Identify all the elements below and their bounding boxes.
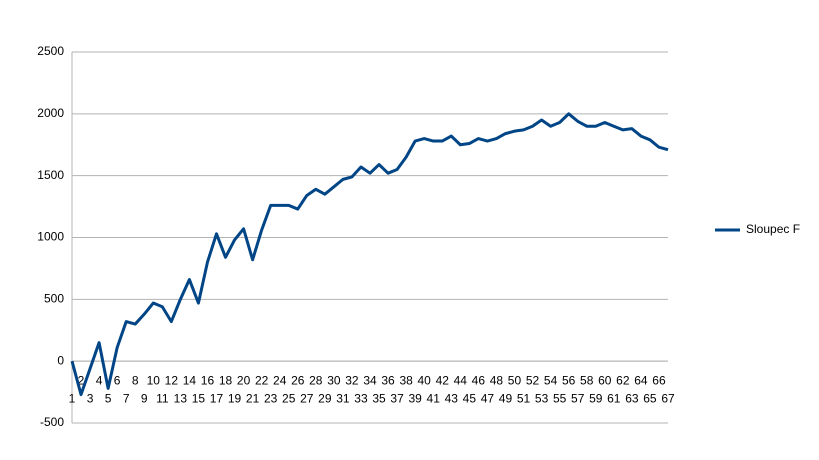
x-tick-label: 17 — [210, 391, 224, 405]
x-tick-label: 12 — [165, 373, 179, 387]
x-tick-label: 31 — [336, 391, 350, 405]
y-tick-label: 0 — [57, 353, 64, 367]
x-tick-label: 21 — [246, 391, 260, 405]
x-tick-label: 47 — [481, 391, 495, 405]
x-tick-label: 32 — [345, 373, 359, 387]
x-tick-label: 23 — [264, 391, 278, 405]
x-tick-label: 13 — [174, 391, 188, 405]
x-tick-label: 65 — [643, 391, 657, 405]
x-tick-label: 28 — [309, 373, 323, 387]
x-tick-label: 57 — [571, 391, 585, 405]
x-tick-label: 10 — [147, 373, 161, 387]
x-tick-label: 41 — [427, 391, 441, 405]
x-tick-label: 63 — [625, 391, 639, 405]
x-tick-label: 64 — [634, 373, 648, 387]
x-tick-label: 16 — [201, 373, 215, 387]
x-tick-label: 50 — [508, 373, 522, 387]
x-tick-label: 66 — [652, 373, 666, 387]
x-tick-label: 2 — [78, 373, 85, 387]
x-tick-label: 15 — [192, 391, 206, 405]
x-tick-label: 45 — [463, 391, 477, 405]
x-tick-label: 26 — [291, 373, 305, 387]
y-tick-label: 2000 — [37, 106, 64, 120]
x-tick-label: 19 — [228, 391, 242, 405]
x-tick-label: 22 — [255, 373, 269, 387]
x-tick-label: 49 — [499, 391, 513, 405]
x-tick-label: 52 — [526, 373, 540, 387]
x-tick-label: 30 — [327, 373, 341, 387]
x-tick-label: 27 — [300, 391, 314, 405]
x-tick-label: 36 — [381, 373, 395, 387]
x-tick-label: 42 — [436, 373, 450, 387]
x-tick-label: 40 — [418, 373, 432, 387]
x-tick-label: 46 — [472, 373, 486, 387]
x-tick-label: 44 — [454, 373, 468, 387]
x-tick-label: 29 — [318, 391, 332, 405]
y-tick-label: 500 — [44, 292, 64, 306]
x-tick-label: 5 — [105, 391, 112, 405]
x-tick-label: 53 — [535, 391, 549, 405]
x-tick-label: 1 — [69, 391, 76, 405]
x-tick-label: 37 — [390, 391, 404, 405]
x-tick-label: 61 — [607, 391, 621, 405]
x-tick-label: 11 — [156, 391, 169, 405]
x-tick-label: 25 — [282, 391, 296, 405]
x-tick-label: 58 — [580, 373, 594, 387]
y-tick-label: 1500 — [37, 168, 64, 182]
x-tick-label: 18 — [219, 373, 233, 387]
y-tick-label: 1000 — [37, 230, 64, 244]
x-tick-label: 8 — [132, 373, 139, 387]
x-tick-label: 55 — [553, 391, 567, 405]
x-tick-label: 6 — [114, 373, 121, 387]
x-tick-label: 56 — [562, 373, 576, 387]
x-tick-label: 4 — [96, 373, 103, 387]
x-tick-label: 14 — [183, 373, 197, 387]
x-tick-label: 48 — [490, 373, 504, 387]
x-tick-label: 54 — [544, 373, 558, 387]
x-tick-label: 38 — [399, 373, 413, 387]
y-tick-label: 2500 — [37, 44, 64, 58]
legend-label: Sloupec F — [746, 222, 800, 236]
x-tick-label: 35 — [372, 391, 386, 405]
x-tick-label: 62 — [616, 373, 630, 387]
x-tick-label: 67 — [661, 391, 675, 405]
x-tick-label: 60 — [598, 373, 612, 387]
x-tick-label: 39 — [408, 391, 422, 405]
x-tick-label: 9 — [141, 391, 148, 405]
y-tick-label: -500 — [40, 415, 64, 429]
x-tick-label: 7 — [123, 391, 130, 405]
x-tick-label: 51 — [517, 391, 531, 405]
data-line — [70, 112, 669, 397]
x-tick-label: 59 — [589, 391, 603, 405]
x-tick-label: 33 — [354, 391, 368, 405]
x-tick-label: 24 — [273, 373, 287, 387]
x-tick-label: 34 — [363, 373, 377, 387]
x-tick-label: 3 — [87, 391, 94, 405]
x-tick-label: 43 — [445, 391, 459, 405]
x-tick-label: 20 — [237, 373, 251, 387]
